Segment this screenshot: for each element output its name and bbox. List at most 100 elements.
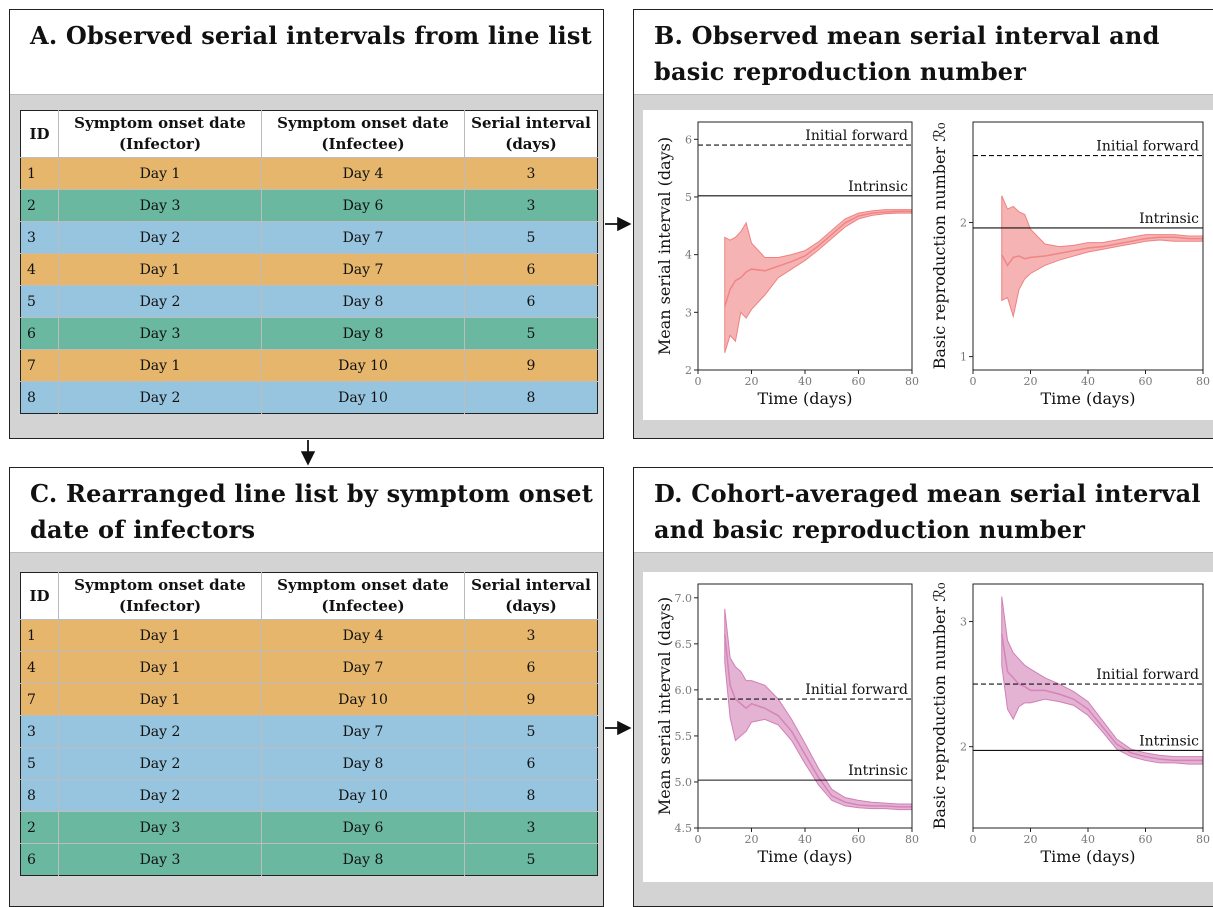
confidence-band (724, 608, 913, 811)
cell-infector: Day 1 (58, 683, 262, 716)
panel-d-title: D. Cohort-averaged mean serial interval a… (654, 479, 1201, 544)
cell-infector: Day 2 (58, 747, 262, 780)
reference-line-label: Initial forward (1096, 139, 1199, 155)
cell-serial-interval: 9 (464, 349, 598, 382)
cell-id: 1 (20, 157, 59, 190)
y-axis-label: Basic reproduction number ℛ₀ (930, 583, 949, 830)
cell-id: 6 (20, 317, 59, 350)
table-row: 8 Day 2 Day 10 8 (20, 381, 598, 414)
cell-id: 8 (20, 779, 59, 812)
reference-line-label: Intrinsic (848, 179, 908, 195)
y-tick-label: 6.5 (675, 638, 693, 651)
cell-serial-interval: 6 (464, 253, 598, 286)
y-tick-label: 4.5 (675, 822, 693, 835)
y-tick-label: 5.5 (675, 730, 693, 743)
cell-id: 2 (20, 811, 59, 844)
cell-infectee: Day 4 (261, 619, 465, 652)
y-tick-label: 3 (685, 306, 692, 319)
y-axis-label: Mean serial interval (days) (655, 597, 674, 815)
cell-serial-interval: 6 (464, 651, 598, 684)
cell-serial-interval: 3 (464, 157, 598, 190)
cell-infectee: Day 7 (261, 651, 465, 684)
x-tick-label: 0 (970, 833, 977, 846)
cell-infector: Day 2 (58, 715, 262, 748)
confidence-band (724, 209, 913, 353)
cell-infectee: Day 6 (261, 189, 465, 222)
line-list-table: ID Symptom onset date (Infector) Symptom … (20, 110, 598, 414)
cell-id: 4 (20, 651, 59, 684)
reference-line-label: Intrinsic (848, 763, 908, 779)
chart-D-left: Initial forward Intrinsic 0 20 40 60 80 4.5 5.0 5… (655, 583, 919, 866)
x-axis-label: Time (days) (1040, 847, 1135, 866)
cell-serial-interval: 8 (464, 779, 598, 812)
cell-infectee: Day 10 (261, 683, 465, 716)
panel-d-chart-canvas: Initial forward Intrinsic 0 20 40 60 80 4.5 5.0 5… (643, 572, 1213, 882)
x-tick-label: 20 (745, 833, 759, 846)
cell-serial-interval: 3 (464, 619, 598, 652)
cell-id: 3 (20, 715, 59, 748)
cell-serial-interval: 8 (464, 381, 598, 414)
y-tick-label: 5.0 (675, 776, 693, 789)
panel-c: C. Rearranged line list by symptom onset… (9, 467, 604, 907)
y-tick-label: 3 (960, 616, 967, 629)
x-tick-label: 40 (1081, 375, 1095, 388)
x-tick-label: 80 (1196, 833, 1210, 846)
mean-line (724, 210, 912, 307)
cell-id: 7 (20, 683, 59, 716)
cell-infector: Day 3 (58, 843, 262, 876)
cell-serial-interval: 5 (464, 715, 598, 748)
cell-id: 4 (20, 253, 59, 286)
x-tick-label: 20 (745, 375, 759, 388)
x-tick-label: 60 (1139, 375, 1153, 388)
cell-infectee: Day 6 (261, 811, 465, 844)
cell-infector: Day 1 (58, 253, 262, 286)
y-tick-label: 2 (685, 364, 692, 377)
header-infector: Symptom onset date (Infector) (58, 110, 262, 158)
cell-id: 8 (20, 381, 59, 414)
mean-line (724, 634, 912, 808)
cell-infectee: Day 7 (261, 221, 465, 254)
x-tick-label: 20 (1024, 375, 1038, 388)
cell-serial-interval: 3 (464, 811, 598, 844)
cell-infectee: Day 10 (261, 349, 465, 382)
y-tick-label: 2 (960, 217, 967, 230)
panel-c-title: C. Rearranged line list by symptom onset… (30, 479, 594, 544)
table-row: 7 Day 1 Day 10 9 (20, 349, 598, 382)
cell-id: 7 (20, 349, 59, 382)
panel-b-title: B. Observed mean serial interval and basi… (654, 21, 1160, 86)
rearranged-line-list-table: ID Symptom onset date (Infector) Symptom … (20, 572, 598, 876)
x-tick-label: 40 (1081, 833, 1095, 846)
chart-D-right: Initial forward Intrinsic 0 20 40 60 80 2 3 Time … (930, 583, 1210, 866)
cell-serial-interval: 5 (464, 221, 598, 254)
cell-infector: Day 2 (58, 285, 262, 318)
x-axis-label: Time (days) (757, 389, 852, 408)
cell-id: 5 (20, 747, 59, 780)
cell-infector: Day 3 (58, 189, 262, 222)
cell-serial-interval: 6 (464, 747, 598, 780)
cell-infector: Day 2 (58, 221, 262, 254)
chart-B-right: Initial forward Intrinsic 0 20 40 60 80 1 2 Time … (930, 121, 1210, 408)
header-infector: Symptom onset date (Infector) (58, 572, 262, 620)
table-header-row: ID Symptom onset date (Infector) Symptom … (20, 110, 598, 158)
table-row: 7 Day 1 Day 10 9 (20, 683, 598, 716)
cell-id: 3 (20, 221, 59, 254)
x-tick-label: 60 (852, 833, 866, 846)
cell-infectee: Day 7 (261, 253, 465, 286)
cell-infectee: Day 8 (261, 317, 465, 350)
x-tick-label: 0 (695, 833, 702, 846)
x-tick-label: 60 (1139, 833, 1153, 846)
y-tick-label: 6 (685, 133, 692, 146)
y-tick-label: 4 (685, 249, 692, 262)
reference-line-label: Initial forward (805, 128, 908, 144)
table-row: 8 Day 2 Day 10 8 (20, 779, 598, 812)
